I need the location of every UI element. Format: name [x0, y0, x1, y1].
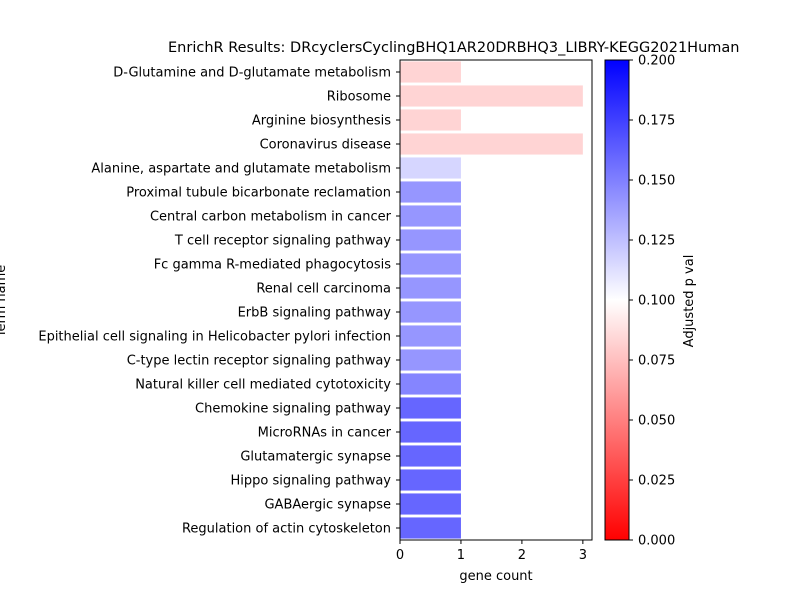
bar-16: [400, 421, 461, 443]
y-tick-label: Renal cell carcinoma: [256, 282, 391, 297]
x-tick-label: 3: [579, 548, 587, 563]
colorbar-gradient: [604, 59, 630, 541]
y-tick-label: T cell receptor signaling pathway: [174, 234, 391, 249]
y-tick-label: GABAergic synapse: [264, 498, 391, 513]
bar-19: [400, 493, 461, 515]
y-tick-label: Hippo signaling pathway: [230, 474, 391, 489]
bar-9: [400, 253, 461, 275]
y-tick-label: Regulation of actin cytoskeleton: [182, 522, 391, 537]
bar-18: [400, 469, 461, 491]
colorbar-tick-label: 0.200: [638, 54, 675, 69]
colorbar-label: Adjusted p val: [682, 255, 697, 348]
y-tick-label: Ribosome: [327, 90, 391, 105]
y-tick-label: MicroRNAs in cancer: [258, 426, 392, 441]
bars-layer: [400, 61, 583, 539]
y-tick-label: Epithelial cell signaling in Helicobacte…: [38, 330, 391, 345]
y-tick-label: Proximal tubule bicarbonate reclamation: [126, 186, 391, 201]
y-tick-label: Central carbon metabolism in cancer: [150, 210, 392, 225]
bar-11: [400, 301, 461, 323]
y-axis-label: Term name: [0, 265, 9, 339]
y-tick-label: Alanine, aspartate and glutamate metabol…: [91, 162, 391, 177]
y-tick-label: Chemokine signaling pathway: [195, 402, 391, 417]
axes-layer: D-Glutamine and D-glutamate metabolism Ri…: [38, 59, 593, 563]
bar-13: [400, 349, 461, 371]
y-tick-label: C-type lectin receptor signaling pathway: [127, 354, 392, 369]
bar-3: [400, 109, 461, 131]
colorbar-tick-label: 0.150: [638, 174, 675, 189]
bar-7: [400, 205, 461, 227]
bar-14: [400, 373, 461, 395]
bar-2: [400, 85, 583, 107]
y-tick-label: Arginine biosynthesis: [252, 114, 391, 129]
x-axis-label: gene count: [459, 569, 532, 584]
y-tick-label: Coronavirus disease: [260, 138, 391, 153]
colorbar-tick-label: 0.025: [638, 474, 675, 489]
y-tick-label: D-Glutamine and D-glutamate metabolism: [113, 66, 391, 81]
bar-8: [400, 229, 461, 251]
x-tick-label: 2: [518, 548, 526, 563]
bar-10: [400, 277, 461, 299]
x-tick-label: 0: [396, 548, 404, 563]
bar-15: [400, 397, 461, 419]
chart-title: EnrichR Results: DRcyclersCyclingBHQ1AR2…: [168, 40, 739, 56]
y-tick-label: Fc gamma R-mediated phagocytosis: [154, 258, 392, 273]
bar-4: [400, 133, 583, 155]
colorbar-tick-label: 0.125: [638, 234, 675, 249]
bar-17: [400, 445, 461, 467]
colorbar-tick-label: 0.075: [638, 354, 675, 369]
colorbar-tick-label: 0.175: [638, 114, 675, 129]
y-tick-label: ErbB signaling pathway: [238, 306, 392, 321]
colorbar: 0.000 0.025 0.050 0.075 0.100 0.125 0.150 0.175…: [604, 54, 675, 549]
plot-frame: [399, 59, 593, 541]
bar-6: [400, 181, 461, 203]
colorbar-tick-label: 0.000: [638, 534, 675, 549]
y-tick-label: Natural killer cell mediated cytotoxicit…: [135, 378, 391, 393]
y-tick-label: Glutamatergic synapse: [240, 450, 391, 465]
bar-1: [400, 61, 461, 83]
x-tick-label: 1: [457, 548, 465, 563]
bar-5: [400, 157, 461, 179]
bar-20: [400, 517, 461, 539]
colorbar-tick-label: 0.050: [638, 414, 675, 429]
colorbar-tick-label: 0.100: [638, 294, 675, 309]
bar-12: [400, 325, 461, 347]
